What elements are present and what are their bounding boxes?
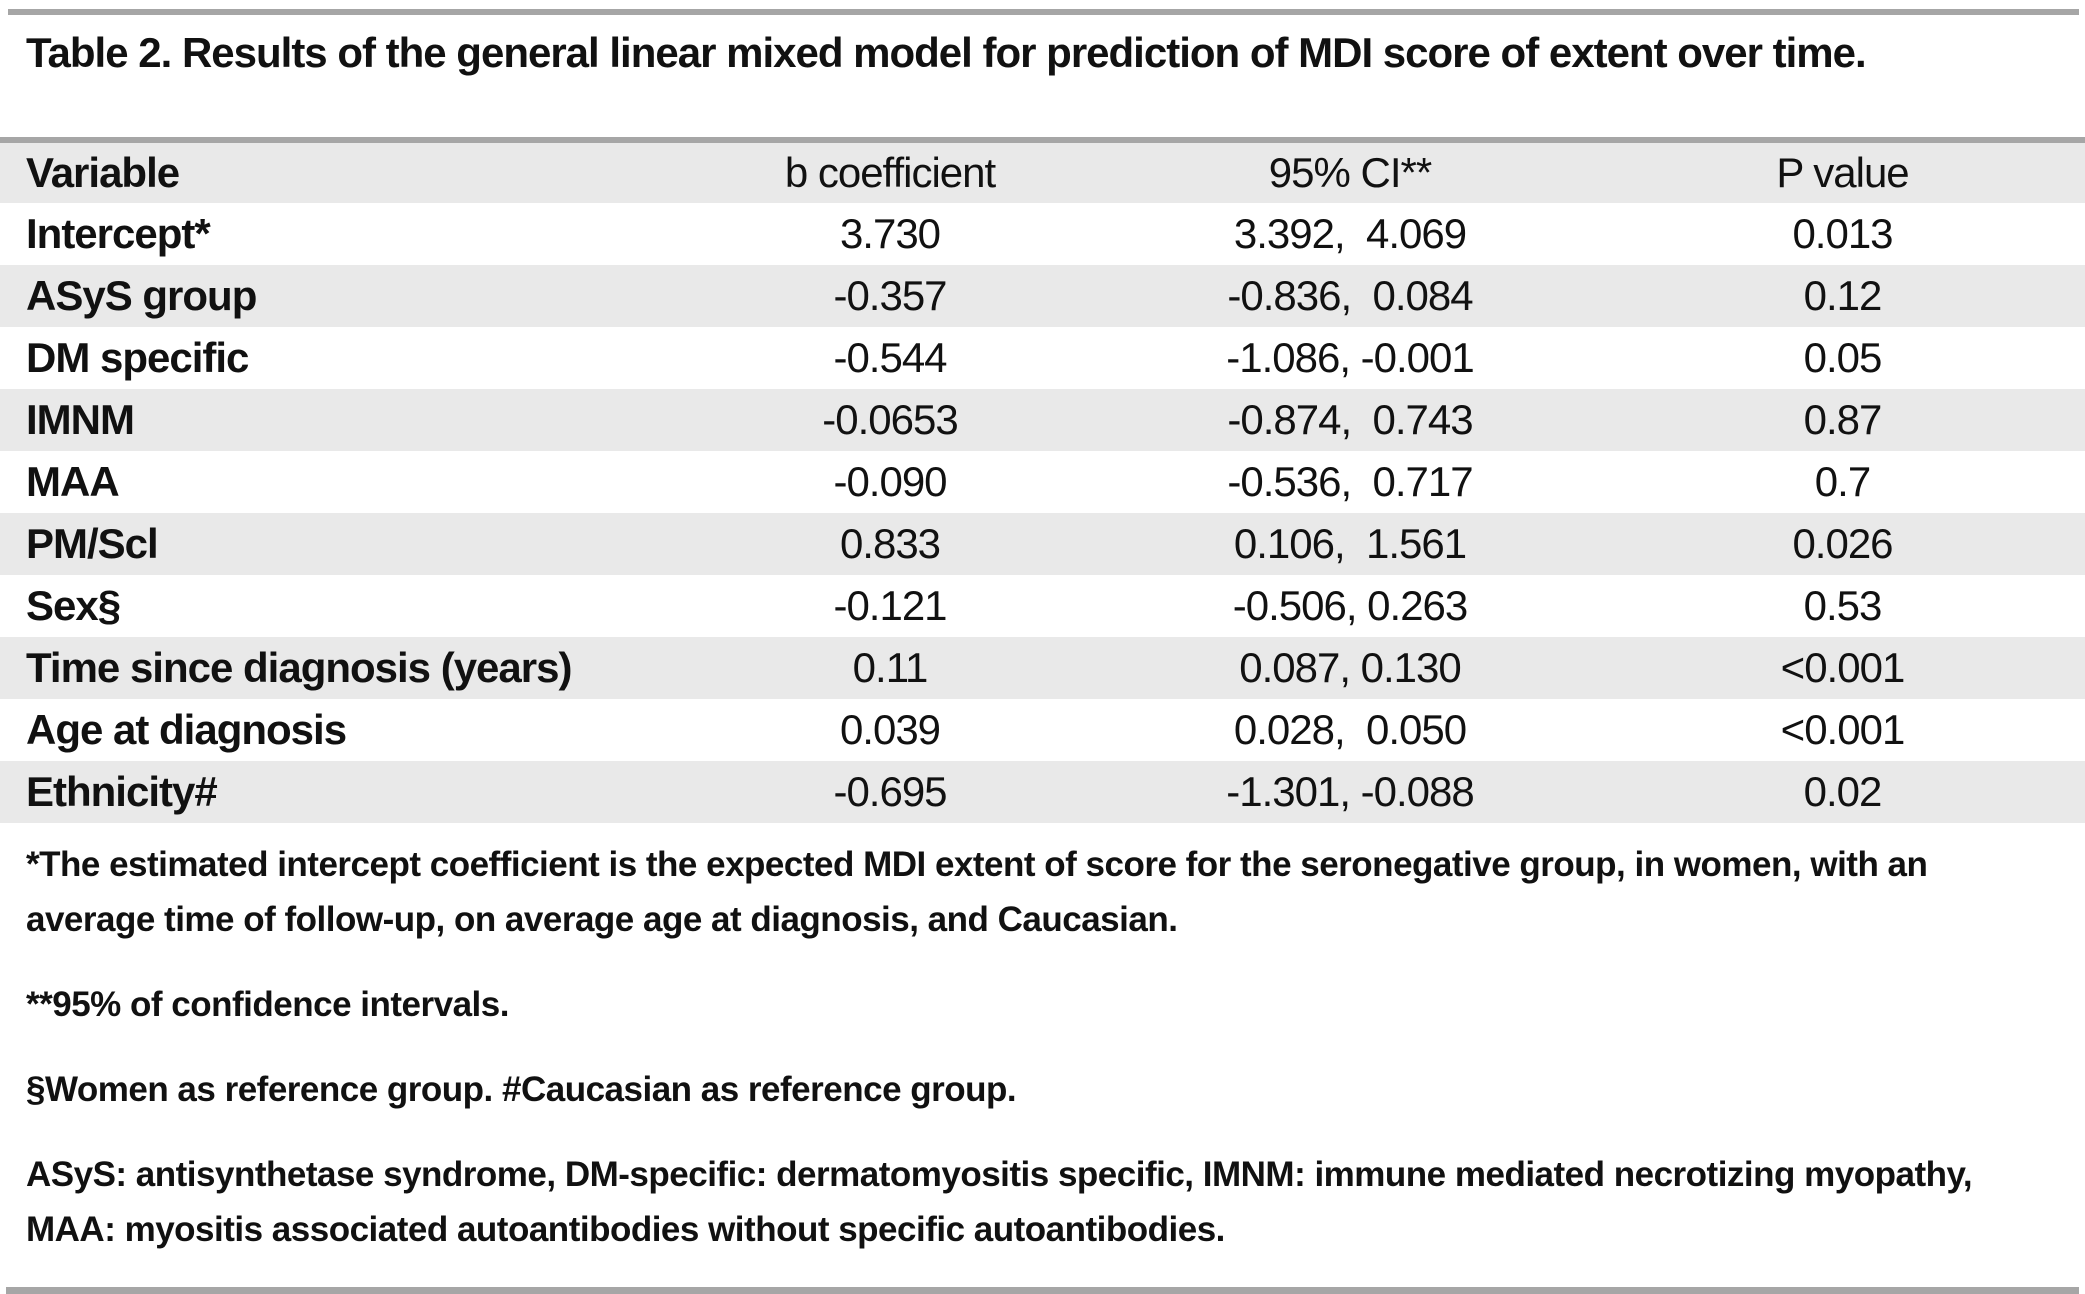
cell-95-ci: -0.506, 0.263 [1232,582,1469,629]
cell-b-coefficient: -0.695 [833,768,947,815]
table-header: Variable b coefficient 95% CI** P value [0,143,2085,203]
cell-95-ci: 0.106, 1.561 [1233,520,1467,567]
table-row: Time since diagnosis (years) 0.11 0.087, 0… [0,637,2085,699]
cell-b-coefficient: 0.039 [839,706,941,753]
table-row: ASyS group -0.357 -0.836, 0.084 0.12 [0,265,2085,327]
cell-b-coefficient: -0.0653 [822,396,958,443]
cell-95-ci: 0.087, 0.130 [1239,644,1462,691]
header-b-coefficient: b coefficient [784,149,996,196]
cell-p-value: 0.05 [1803,334,1883,381]
table-bottom-rule [6,1287,2079,1294]
table-row: MAA -0.090 -0.536, 0.717 0.7 [0,451,2085,513]
cell-p-value: 0.53 [1803,582,1883,629]
cell-variable: Sex§ [26,582,121,629]
cell-variable: ASyS group [26,272,257,319]
cell-p-value: 0.013 [1792,210,1893,257]
cell-95-ci: 3.392, 4.069 [1233,210,1467,257]
table-top-rule [8,9,2079,15]
footnotes: *The estimated intercept coefficient is … [0,823,2085,1257]
cell-variable: PM/Scl [26,520,159,567]
cell-b-coefficient: 0.833 [839,520,941,567]
header-p-value: P value [1776,149,1909,196]
cell-95-ci: -0.836, 0.084 [1227,272,1473,319]
cell-b-coefficient: -0.121 [833,582,947,629]
header-variable: Variable [26,149,180,196]
cell-variable: Age at diagnosis [26,706,347,753]
table-row: Age at diagnosis 0.039 0.028, 0.050 <0.001 [0,699,2085,761]
cell-p-value: <0.001 [1780,644,1906,691]
cell-p-value: 0.12 [1803,272,1883,319]
table-row: DM specific -0.544 -1.086, -0.001 0.05 [0,327,2085,389]
cell-95-ci: -1.086, -0.001 [1226,334,1475,381]
table-row: Sex§ -0.121 -0.506, 0.263 0.53 [0,575,2085,637]
cell-p-value: <0.001 [1780,706,1906,753]
cell-b-coefficient: 0.11 [852,644,929,691]
cell-p-value: 0.87 [1803,396,1883,443]
cell-b-coefficient: 3.730 [839,210,941,257]
cell-95-ci: -0.874, 0.743 [1227,396,1473,443]
results-table: Variable b coefficient 95% CI** P value … [0,143,2085,823]
cell-p-value: 0.7 [1814,458,1871,505]
header-row: Variable b coefficient 95% CI** P value [0,143,2085,203]
cell-95-ci: -0.536, 0.717 [1227,458,1473,505]
table-title: Table 2. Results of the general linear m… [26,29,1867,76]
table-row: PM/Scl 0.833 0.106, 1.561 0.026 [0,513,2085,575]
cell-variable: Intercept* [26,210,211,257]
cell-variable: Ethnicity# [26,768,218,815]
footnote-abbreviations: ASyS: antisynthetase syndrome, DM-specif… [26,1155,1973,1249]
cell-b-coefficient: -0.357 [833,272,947,319]
cell-variable: IMNM [26,396,135,443]
header-95-ci: 95% CI** [1268,149,1432,196]
header-top-rule [0,137,2085,143]
cell-p-value: 0.026 [1792,520,1893,567]
table-row: Intercept* 3.730 3.392, 4.069 0.013 [0,203,2085,265]
cell-b-coefficient: -0.090 [833,458,947,505]
cell-variable: MAA [26,458,120,505]
table-row: IMNM -0.0653 -0.874, 0.743 0.87 [0,389,2085,451]
cell-variable: DM specific [26,334,249,381]
footnote-reference: §Women as reference group. #Caucasian as… [26,1070,1017,1109]
table-row: Ethnicity# -0.695 -1.301, -0.088 0.02 [0,761,2085,823]
cell-variable: Time since diagnosis (years) [26,644,572,691]
footnote-ci: **95% of confidence intervals. [26,985,509,1024]
cell-p-value: 0.02 [1803,768,1883,815]
table-body: Intercept* 3.730 3.392, 4.069 0.013 ASyS gro… [0,203,2085,823]
footnote-intercept: *The estimated intercept coefficient is … [26,845,1928,939]
cell-95-ci: 0.028, 0.050 [1233,706,1467,753]
cell-95-ci: -1.301, -0.088 [1226,768,1475,815]
cell-b-coefficient: -0.544 [833,334,947,381]
